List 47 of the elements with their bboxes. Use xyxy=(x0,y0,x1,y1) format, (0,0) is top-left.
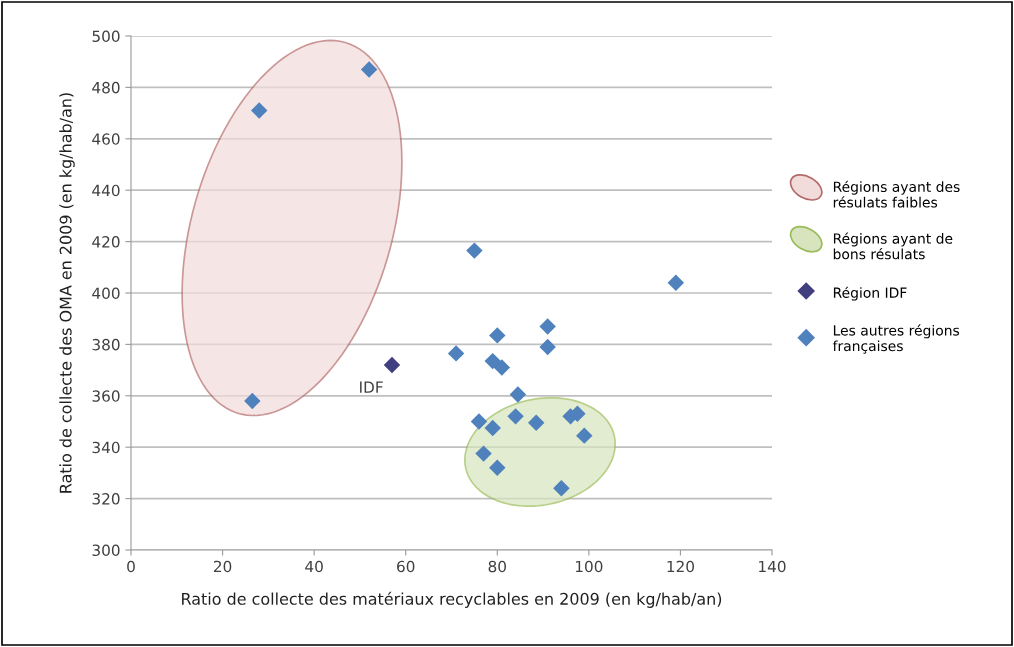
point xyxy=(553,480,570,497)
point xyxy=(527,414,545,431)
x-tick-label: 20 xyxy=(213,560,232,573)
legend-label: Les autres régions françaises xyxy=(832,324,960,354)
x-tick-label: 100 xyxy=(575,560,603,573)
point xyxy=(507,408,524,425)
point xyxy=(667,274,685,291)
point xyxy=(470,413,488,430)
point xyxy=(539,338,556,356)
x-axis-title: Ratio de collecte des matériaux recyclables en 2009 (en kg/hab/an) xyxy=(182,591,722,608)
y-axis-title: Ratio de collecte des OMA en 2009 (en kg/hab/an) xyxy=(59,93,75,493)
point xyxy=(475,445,492,462)
y-tick-label: 480 xyxy=(92,81,120,94)
point xyxy=(484,352,501,370)
y-tick-label: 320 xyxy=(92,493,120,505)
x-tick-label: 60 xyxy=(397,560,415,573)
point xyxy=(493,359,511,376)
legend-label: Région IDF xyxy=(833,286,907,301)
annotation: IDF xyxy=(360,381,383,393)
point xyxy=(244,392,261,410)
y-tick-label: 500 xyxy=(92,30,120,43)
point xyxy=(489,327,506,344)
y-tick-label: 340 xyxy=(92,441,120,454)
point xyxy=(466,242,483,259)
y-tick-label: 300 xyxy=(92,544,120,557)
point xyxy=(250,102,268,119)
y-tick-label: 360 xyxy=(92,390,120,402)
point xyxy=(484,419,501,437)
text: Régions ayant des résulats faibles xyxy=(833,180,960,208)
x-tick-label: 120 xyxy=(667,560,694,573)
y-tick-label: 460 xyxy=(92,133,120,145)
point xyxy=(509,386,527,403)
x-tick-label: 40 xyxy=(305,560,323,573)
y-tick-label: 440 xyxy=(92,184,120,197)
point xyxy=(576,427,593,444)
point xyxy=(360,61,378,78)
y-tick-label: 380 xyxy=(92,338,120,351)
x-tick-label: 0 xyxy=(127,560,135,573)
y-tick-label: 400 xyxy=(92,287,120,300)
text: Régions ayant de bons résulats xyxy=(833,232,953,260)
point xyxy=(447,345,465,362)
y-tick-label: 420 xyxy=(92,236,120,248)
point xyxy=(383,356,401,374)
point xyxy=(539,318,556,335)
point xyxy=(489,459,506,476)
x-tick-label: 80 xyxy=(488,560,506,573)
x-tick-label: 140 xyxy=(759,560,786,573)
